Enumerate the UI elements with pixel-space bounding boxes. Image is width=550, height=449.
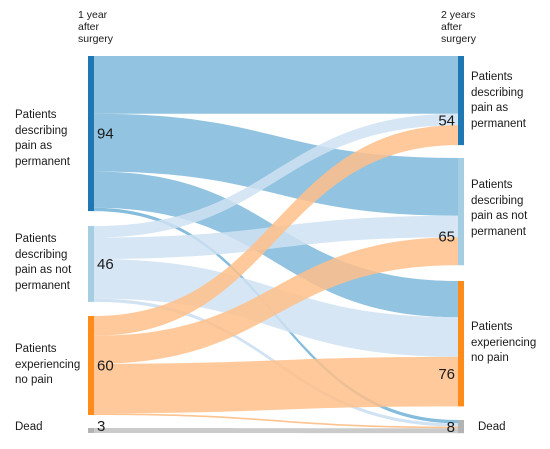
flow-0-to-0 xyxy=(94,56,458,114)
flows-layer xyxy=(94,56,458,434)
flow-2-to-0 xyxy=(94,125,458,336)
right-node-1 xyxy=(458,158,464,266)
right-label-permanent: Patients describing pain as permanent xyxy=(471,71,526,130)
right-value-1: 65 xyxy=(438,229,455,246)
left-node-2 xyxy=(88,316,94,415)
left-value-2: 60 xyxy=(97,358,114,375)
flow-2-to-2 xyxy=(94,356,458,414)
right-value-0: 54 xyxy=(438,112,455,129)
flow-1-to-0 xyxy=(94,113,458,238)
left-column-header: 1 year after surgery xyxy=(78,9,114,45)
flow-3-to-3 xyxy=(94,428,458,434)
nodes-layer xyxy=(88,56,464,434)
left-label-permanent: Patients describing pain as permanent xyxy=(15,109,70,168)
flow-2-to-1 xyxy=(94,237,458,364)
left-label-not-permanent: Patients describing pain as not permanen… xyxy=(15,233,72,292)
right-node-2 xyxy=(458,281,464,407)
left-label-dead: Dead xyxy=(15,421,43,433)
right-column-header: 2 years after surgery xyxy=(441,9,477,45)
left-node-0 xyxy=(88,56,94,212)
right-label-no-pain: Patients experiencing no pain xyxy=(471,321,537,364)
flow-2-to-3 xyxy=(94,413,458,429)
right-node-0 xyxy=(458,56,464,146)
right-label-not-permanent: Patients describing pain as not permanen… xyxy=(471,179,528,238)
left-label-no-pain: Patients experiencing no pain xyxy=(15,343,81,386)
flow-0-to-1 xyxy=(94,113,458,216)
right-node-3 xyxy=(458,420,464,434)
right-value-2: 76 xyxy=(438,366,455,383)
right-label-dead: Dead xyxy=(478,421,506,433)
left-value-0: 94 xyxy=(97,126,114,143)
right-value-3: 8 xyxy=(447,419,455,436)
left-node-1 xyxy=(88,226,94,302)
left-node-3 xyxy=(88,428,94,433)
left-value-1: 46 xyxy=(97,256,114,273)
values-layer: 94 46 60 3 54 65 76 8 xyxy=(97,112,455,436)
left-value-3: 3 xyxy=(97,418,105,435)
